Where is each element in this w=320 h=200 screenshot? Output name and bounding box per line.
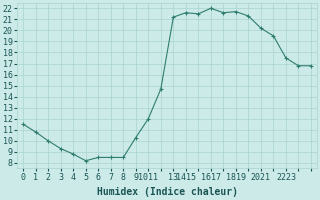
X-axis label: Humidex (Indice chaleur): Humidex (Indice chaleur) [97,187,237,197]
